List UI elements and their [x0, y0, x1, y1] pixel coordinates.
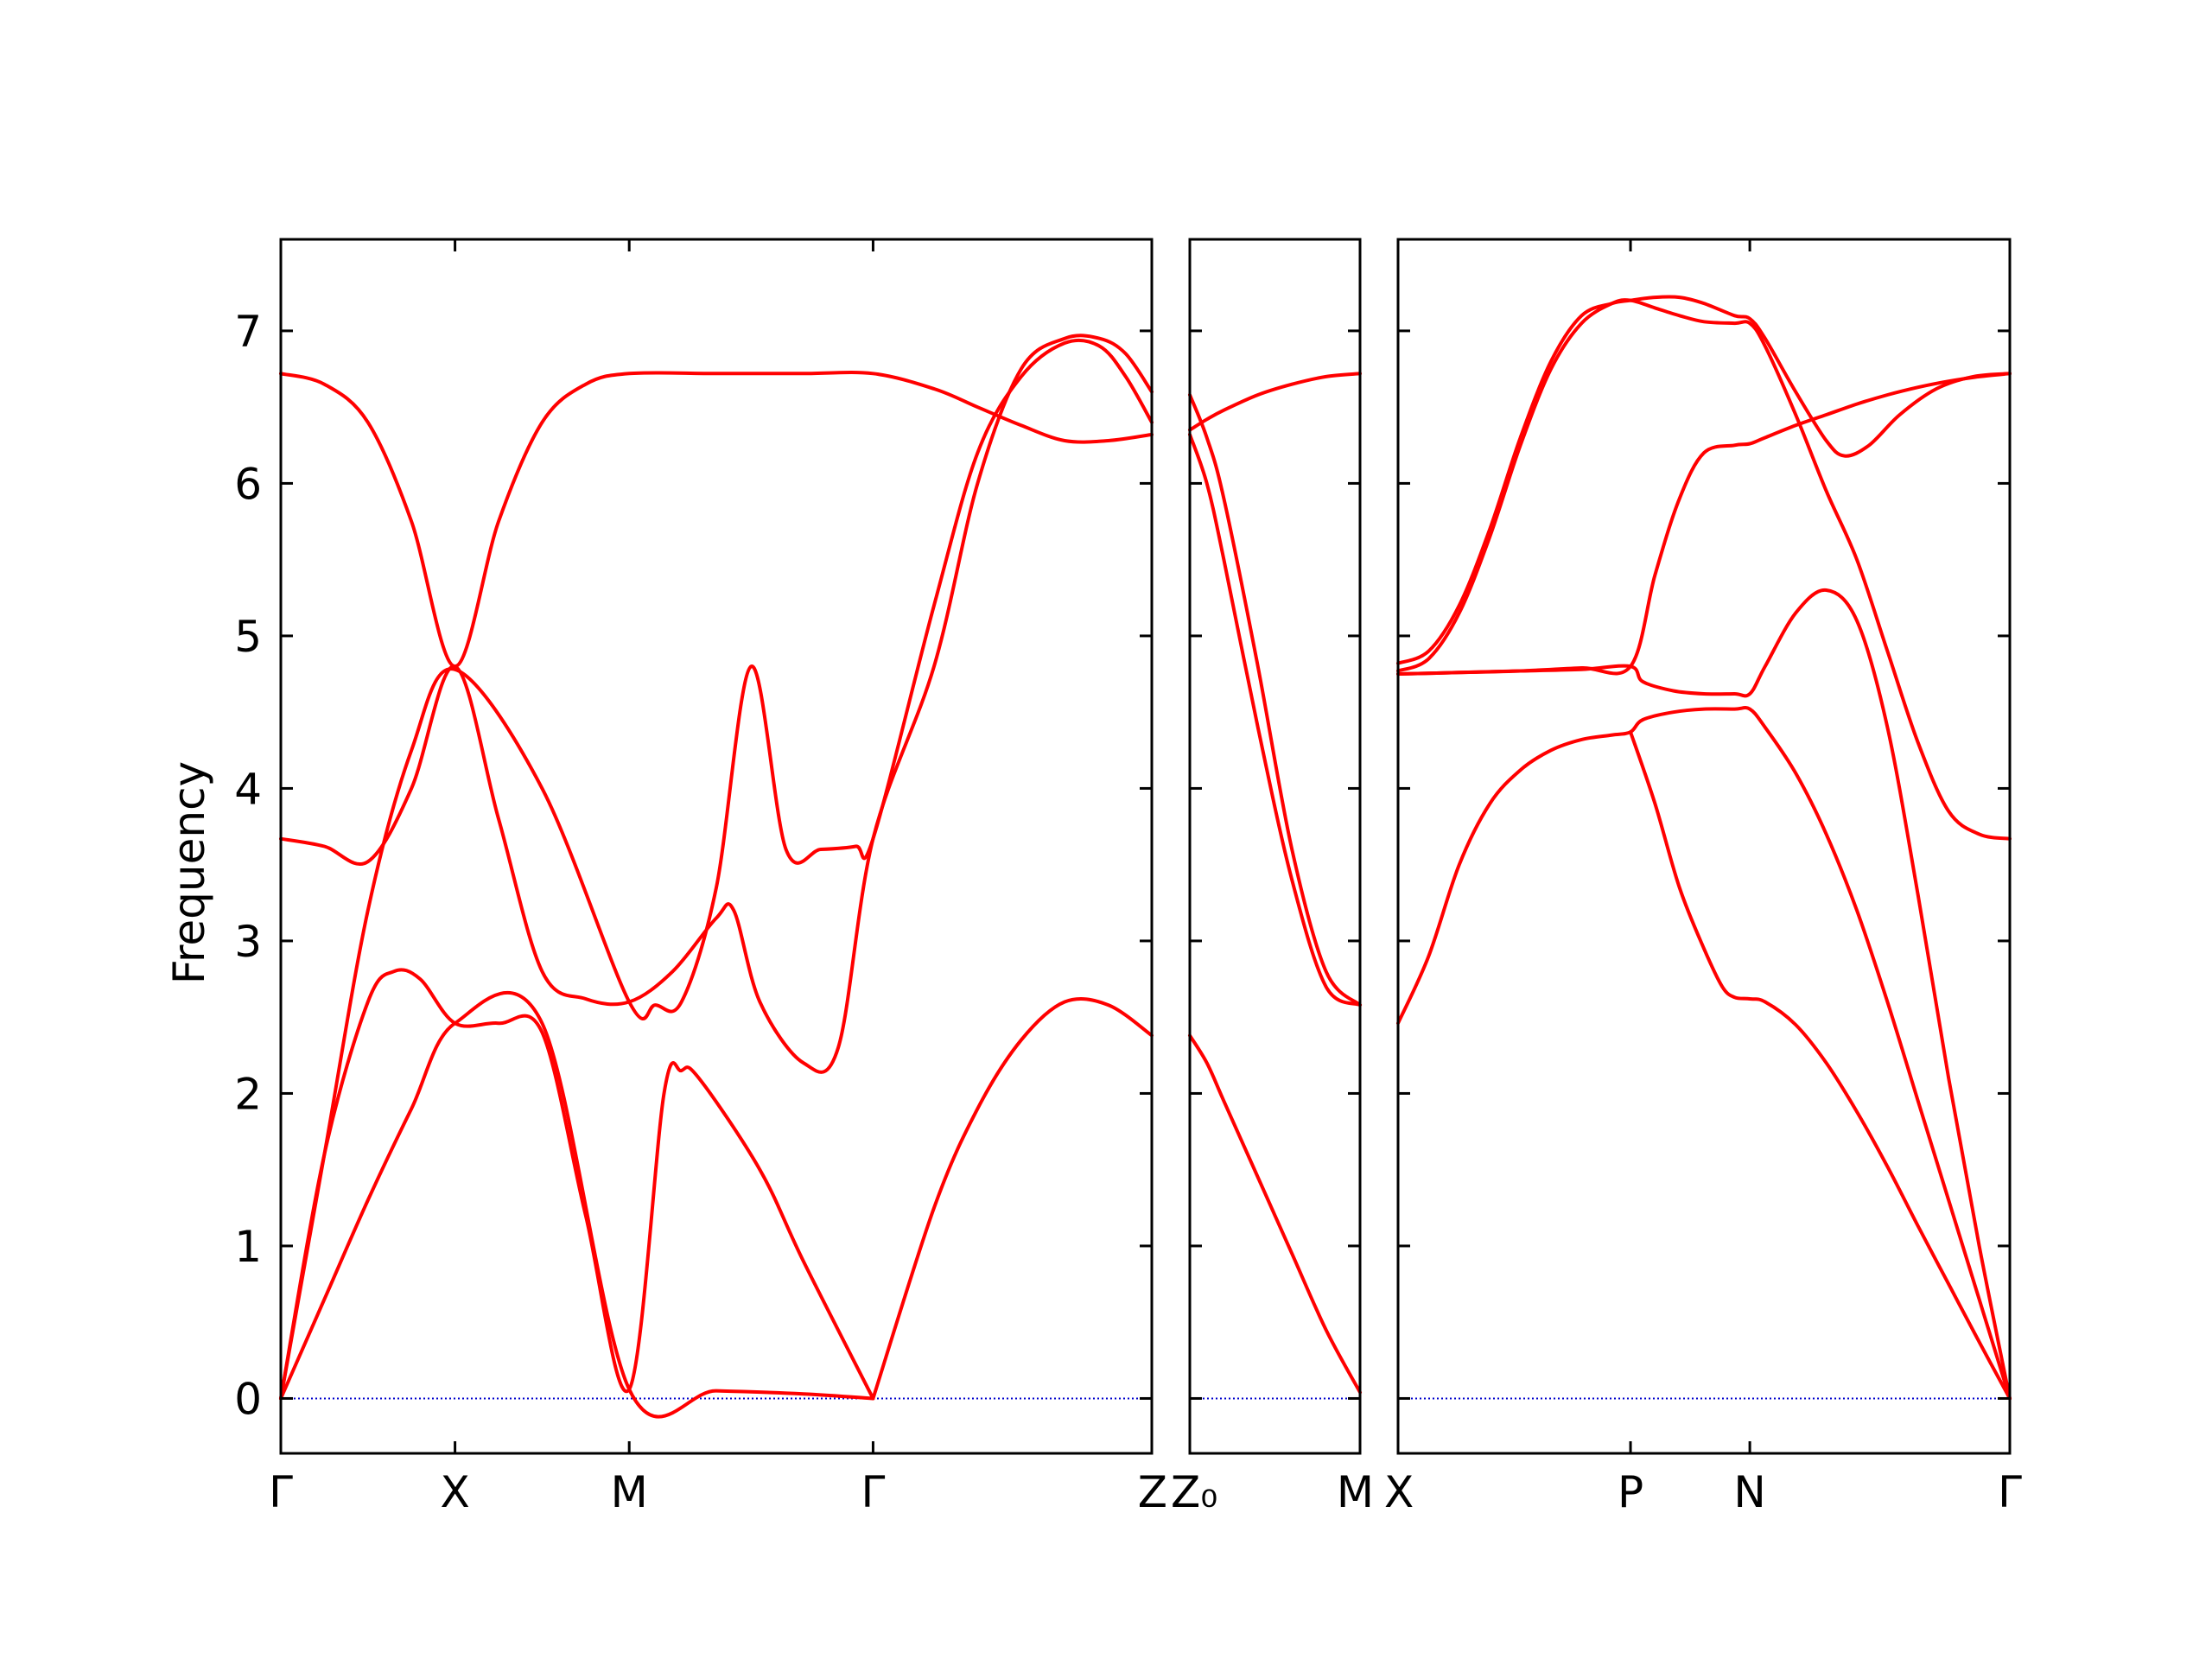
band-left-2: [279, 334, 1154, 1074]
xtick-label-left-4: Z: [1138, 1467, 1167, 1517]
xtick-label-left-2: M: [611, 1467, 648, 1517]
xtick-label-left-1: X: [440, 1467, 469, 1517]
band-right-3: [1396, 372, 2012, 676]
y-axis-label: Frequency: [164, 761, 214, 984]
ytick-label-1: 1: [234, 1222, 262, 1272]
band-middle-3: [1188, 432, 1362, 1007]
xtick-label-left-3: Γ: [861, 1467, 886, 1517]
band-left-3: [279, 338, 1154, 1401]
band-right-1: [1396, 295, 2012, 665]
xtick-label-right-2: N: [1733, 1467, 1765, 1517]
xtick-label-right-3: Γ: [1998, 1467, 2022, 1517]
axes-frame-middle: [1188, 238, 1362, 1455]
ytick-label-2: 2: [234, 1069, 262, 1119]
ytick-label-7: 7: [234, 307, 262, 357]
axes-frame-left: [279, 238, 1154, 1455]
axes-frame-right: [1396, 238, 2012, 1455]
band-middle-1: [1188, 372, 1362, 432]
xtick-label-middle-1: M: [1337, 1467, 1374, 1517]
band-right-6: [1629, 730, 2012, 1401]
band-middle-4: [1188, 1033, 1362, 1395]
xtick-label-left-0: Γ: [269, 1467, 293, 1517]
band-middle-2: [1188, 393, 1362, 1007]
band-left-6: [871, 996, 1154, 1401]
ytick-label-5: 5: [234, 612, 262, 662]
band-right-5: [1396, 706, 2012, 1401]
xtick-label-middle-0: Z₀: [1171, 1467, 1217, 1517]
band-left-1: [279, 371, 1154, 669]
ytick-label-6: 6: [234, 459, 262, 509]
xtick-label-right-0: X: [1384, 1467, 1414, 1517]
ytick-label-0: 0: [234, 1374, 262, 1424]
panel-left: 0 1 2 3 4 5 6 7 Γ X M Γ Z: [234, 238, 1167, 1517]
band-right-4: [1396, 588, 2012, 1401]
panel-middle: Z₀ M: [1171, 238, 1374, 1517]
band-right-2: [1396, 298, 2012, 841]
ytick-label-3: 3: [234, 917, 262, 967]
xtick-label-right-1: P: [1618, 1467, 1643, 1517]
ytick-label-4: 4: [234, 764, 262, 814]
band-left-4: [279, 968, 875, 1401]
band-left-5: [279, 990, 875, 1419]
